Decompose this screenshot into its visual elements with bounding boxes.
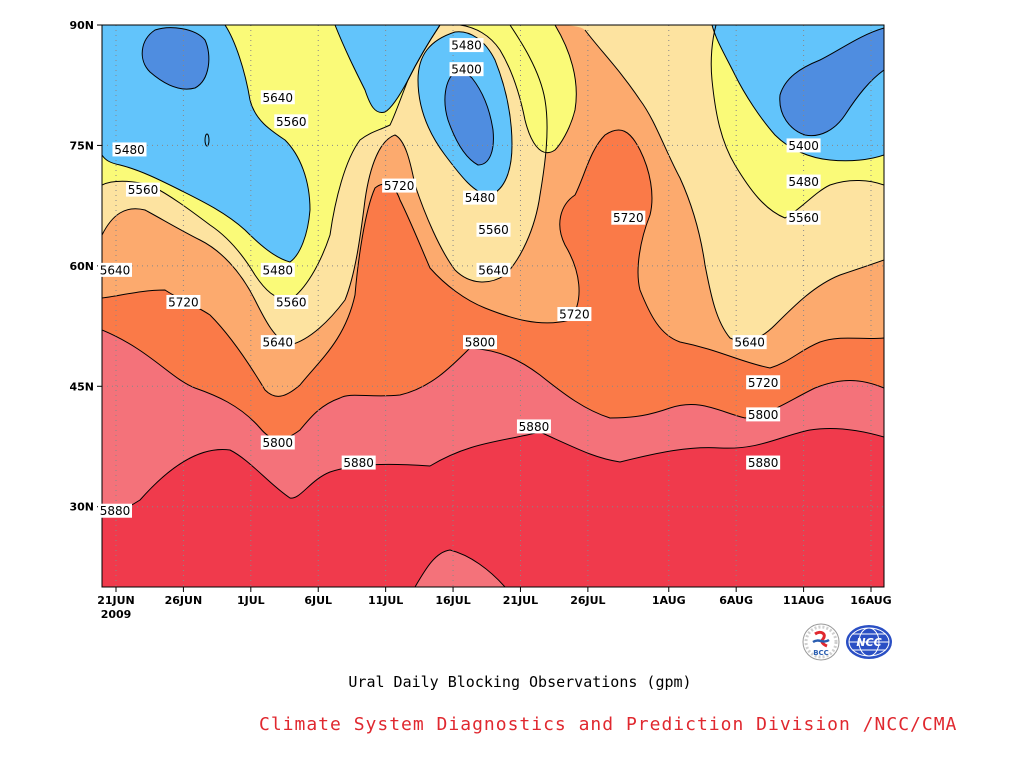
svg-text:5560: 5560: [478, 223, 509, 237]
fill-5400-5480-north: [335, 25, 440, 113]
contour-fill-layers: [102, 25, 884, 587]
svg-text:5640: 5640: [734, 336, 765, 350]
ncc-logo-text: NCC: [856, 636, 881, 649]
y-tick-label: 60N: [69, 260, 94, 273]
contour-label-5720: 5720: [611, 210, 646, 225]
contour-label-5560: 5560: [125, 182, 160, 197]
contour-label-5560: 5560: [274, 294, 309, 309]
svg-text:5880: 5880: [100, 504, 131, 518]
contour-label-5720: 5720: [557, 307, 592, 322]
contour-label-5560: 5560: [786, 210, 821, 225]
x-tick-label: 6JUL: [304, 594, 332, 607]
svg-text:5720: 5720: [384, 179, 415, 193]
contour-label-5800: 5800: [260, 435, 295, 450]
bcc-logo-text: BCC: [813, 649, 829, 657]
contour-label-5720: 5720: [746, 375, 781, 390]
plot-frame: [101, 24, 885, 588]
svg-text:5560: 5560: [276, 295, 307, 309]
x-tick-label: 1AUG: [652, 594, 686, 607]
contour-label-5800: 5800: [746, 407, 781, 422]
contour-label-5640: 5640: [260, 335, 295, 350]
fill-pink-blob: [415, 550, 505, 587]
contour-label-5480: 5480: [463, 190, 498, 205]
ncc-logo-icon: NCC: [846, 625, 892, 659]
x-tick-label: 11JUL: [368, 594, 403, 607]
contour-label-5480: 5480: [260, 262, 295, 277]
svg-text:5640: 5640: [478, 263, 509, 277]
svg-text:5880: 5880: [343, 456, 374, 470]
svg-text:5480: 5480: [263, 263, 294, 277]
svg-text:5560: 5560: [128, 183, 159, 197]
bcc-logo-icon: BCC: [802, 623, 840, 661]
svg-text:5480: 5480: [451, 39, 482, 53]
svg-text:5640: 5640: [263, 336, 294, 350]
x-tick-label: 26JUN: [165, 594, 203, 607]
x-tick-label: 1JUL: [237, 594, 265, 607]
contour-label-5560: 5560: [274, 114, 309, 129]
y-tick-label: 30N: [69, 501, 94, 514]
svg-text:5400: 5400: [788, 139, 819, 153]
contour-label-5880: 5880: [341, 455, 376, 470]
contour-label-5720: 5720: [382, 178, 417, 193]
svg-text:5800: 5800: [263, 436, 294, 450]
contour-label-5480: 5480: [786, 174, 821, 189]
contour-label-5880: 5880: [98, 503, 132, 518]
contour-label-5400: 5400: [786, 138, 821, 153]
x-tick-label: 21JUN: [97, 594, 135, 607]
svg-text:5480: 5480: [788, 175, 819, 189]
x-year-label: 2009: [101, 608, 132, 621]
svg-text:5400: 5400: [451, 63, 482, 77]
x-tick-label: 16JUL: [435, 594, 470, 607]
svg-text:5800: 5800: [748, 408, 779, 422]
svg-text:5720: 5720: [168, 295, 199, 309]
contour-label-5480: 5480: [112, 142, 147, 157]
fill-5400-5480: [102, 25, 310, 262]
contour-label-5640: 5640: [98, 262, 132, 277]
axis-ticks: 21JUN 26JUN 1JUL 6JUL 11JUL 16JUL 21JUL 26JUL 1A…: [69, 19, 891, 621]
contour-label-5560: 5560: [476, 222, 511, 237]
fill-lt-5400-trough: [444, 71, 494, 165]
svg-text:5480: 5480: [114, 143, 145, 157]
y-tick-label: 75N: [69, 139, 94, 152]
contour-label-5480: 5480: [449, 38, 484, 53]
contour-label-5640: 5640: [732, 335, 767, 350]
x-tick-label: 11AUG: [783, 594, 824, 607]
y-tick-label: 45N: [69, 380, 94, 393]
svg-text:5640: 5640: [100, 263, 131, 277]
x-tick-label: 26JUL: [570, 594, 605, 607]
svg-text:5720: 5720: [748, 376, 779, 390]
x-tick-label: 16AUG: [850, 594, 891, 607]
x-tick-label: 21JUL: [503, 594, 538, 607]
svg-text:5880: 5880: [748, 456, 779, 470]
svg-text:5640: 5640: [263, 91, 294, 105]
contour-label-5640: 5640: [476, 262, 511, 277]
svg-text:5720: 5720: [559, 308, 590, 322]
y-tick-label: 90N: [69, 19, 94, 32]
contour-label-5400: 5400: [449, 62, 484, 77]
contour-label-5800: 5800: [463, 335, 498, 350]
contour-label-5880: 5880: [516, 419, 551, 434]
contour-labels: 5480 5400 5640 5560 5480 5560 5720 5480 5560 5720…: [98, 38, 821, 518]
credit-line: Climate System Diagnostics and Predictio…: [259, 714, 958, 735]
svg-text:5880: 5880: [519, 420, 550, 434]
fill-lt-5400-east: [779, 28, 884, 136]
svg-text:5800: 5800: [465, 336, 496, 350]
svg-text:5720: 5720: [613, 211, 644, 225]
contour-label-5640: 5640: [260, 90, 295, 105]
contour-label-5720: 5720: [166, 294, 201, 309]
x-tick-label: 6AUG: [719, 594, 753, 607]
svg-text:5560: 5560: [788, 211, 819, 225]
svg-text:5480: 5480: [465, 191, 496, 205]
svg-text:5560: 5560: [276, 115, 307, 129]
fill-lt-5400-west: [142, 27, 209, 90]
contour-label-5880: 5880: [746, 455, 781, 470]
chart-caption: Ural Daily Blocking Observations (gpm): [348, 673, 692, 691]
